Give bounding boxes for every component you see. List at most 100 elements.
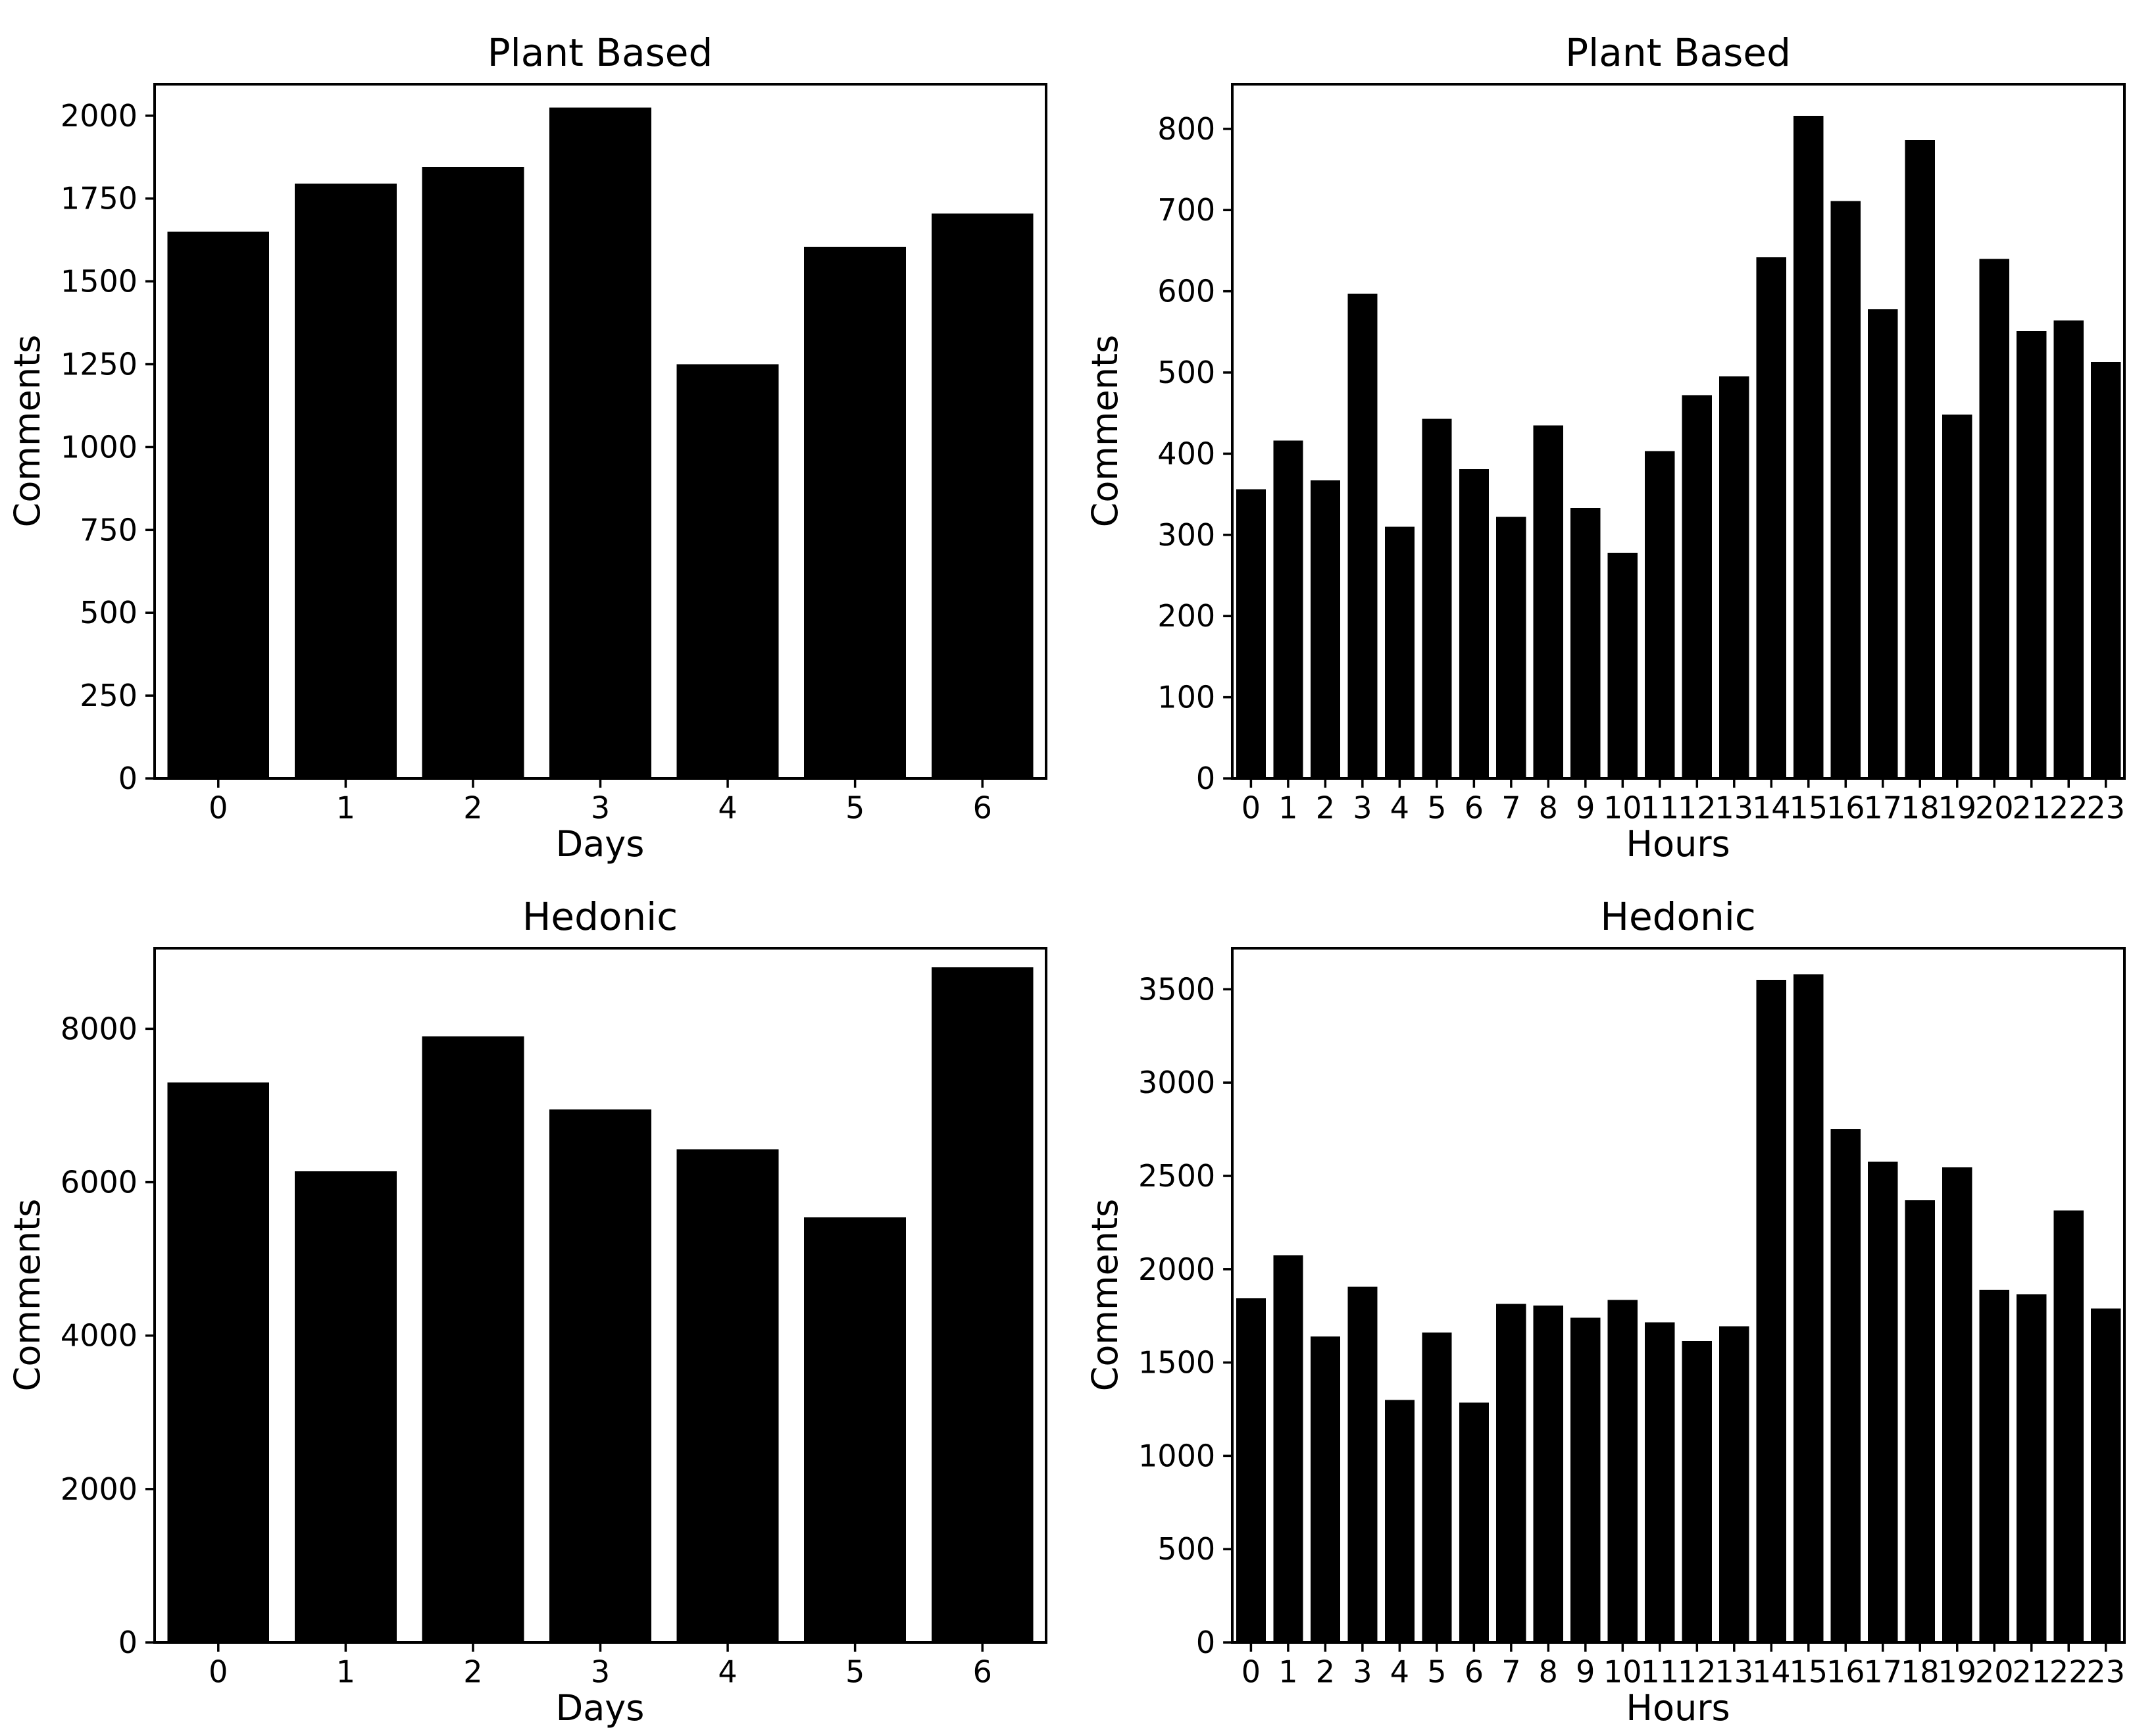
plot-area: 0 2000 4000 6000 8000 0 1 2 3 4 5 6	[61, 947, 1047, 1689]
y-tick-label: 700	[1157, 192, 1215, 228]
x-tick-label: 23	[2086, 1654, 2125, 1689]
y-tick-label: 0	[118, 1625, 138, 1660]
bar	[1905, 1200, 1935, 1642]
bar	[1830, 1129, 1861, 1642]
bar	[1533, 1306, 1563, 1642]
y-tick-label: 250	[80, 678, 138, 713]
bar	[2053, 1210, 2084, 1642]
x-tick-label: 14	[1752, 1654, 1791, 1689]
x-tick-label: 5	[845, 1654, 865, 1689]
bar	[422, 1036, 524, 1642]
y-tick-label: 500	[1157, 1531, 1215, 1567]
x-tick-label: 1	[336, 1654, 355, 1689]
y-tick-label: 3500	[1138, 971, 1215, 1007]
bar	[1793, 116, 1824, 778]
y-tick-label: 1750	[61, 181, 138, 216]
bar	[1236, 489, 1266, 778]
bar	[1310, 1336, 1340, 1642]
x-tick-label: 2	[463, 790, 482, 825]
y-tick-label: 600	[1157, 274, 1215, 309]
bar	[294, 184, 397, 778]
y-tick-label: 8000	[61, 1011, 138, 1046]
chart-canvas: Hedonic Comments Hours 0 500 1000 1500 2000 2…	[1084, 894, 2126, 1728]
bar	[1756, 257, 1786, 778]
x-tick-label: 7	[1501, 790, 1520, 825]
bar	[1347, 1286, 1378, 1642]
chart-hedonic-hours: Hedonic Comments Hours 0 500 1000 1500 2000 2…	[1078, 864, 2156, 1728]
x-axis-label: Hours	[1626, 1687, 1730, 1728]
x-tick-label: 5	[845, 790, 865, 825]
bar	[1682, 1340, 1712, 1642]
bar	[549, 107, 651, 778]
chart-title: Hedonic	[1600, 894, 1755, 939]
bar	[1236, 1298, 1266, 1642]
plot-border	[1231, 83, 2126, 780]
x-tick-label: 11	[1641, 790, 1680, 825]
x-tick-label: 0	[209, 790, 228, 825]
x-tick-label: 6	[1465, 1654, 1484, 1689]
x-tick-label: 16	[1826, 1654, 1865, 1689]
x-tick-label: 5	[1427, 790, 1446, 825]
bar	[676, 364, 779, 778]
x-tick-label: 11	[1641, 1654, 1680, 1689]
y-tick-label: 0	[118, 761, 138, 796]
x-tick-label: 10	[1603, 790, 1642, 825]
plot-area: 0 250 500 750 1000 1250 1500 1750 2000 0 1 2 3 4 5 6	[61, 83, 1047, 825]
bar	[1347, 293, 1378, 779]
x-tick-label: 14	[1752, 790, 1791, 825]
y-tick-label: 1500	[1138, 1345, 1215, 1381]
bar	[1942, 415, 1972, 778]
y-tick-label: 400	[1157, 436, 1215, 471]
y-tick-label: 2000	[1138, 1252, 1215, 1287]
x-tick-label: 4	[718, 790, 737, 825]
x-tick-label: 2	[1316, 790, 1335, 825]
bar	[1384, 1400, 1415, 1642]
y-tick-label: 2000	[61, 1471, 138, 1507]
y-tick-label: 1250	[61, 347, 138, 382]
x-tick-label: 15	[1789, 1654, 1828, 1689]
y-tick-label: 1000	[61, 429, 138, 465]
x-tick-label: 2	[463, 1654, 482, 1689]
x-tick-label: 7	[1501, 1654, 1520, 1689]
bar	[294, 1171, 397, 1642]
y-tick-label: 750	[80, 512, 138, 547]
chart-canvas: Plant Based Comments Days 02505007501000…	[7, 30, 1047, 864]
x-tick-label: 6	[973, 790, 992, 825]
bar	[1830, 201, 1861, 778]
bar	[1273, 1255, 1303, 1642]
bar	[1719, 376, 1749, 778]
bar	[422, 166, 524, 778]
chart-plant-based-hours: Plant Based Comments Hours 0 100 200 300 400…	[1078, 0, 2156, 864]
x-tick-label: 3	[591, 790, 610, 825]
x-tick-label: 6	[1465, 790, 1484, 825]
x-tick-label: 3	[1353, 790, 1372, 825]
x-tick-label: 4	[1390, 790, 1409, 825]
bar	[804, 246, 907, 778]
bar	[2053, 320, 2084, 778]
bar	[1979, 1289, 2009, 1642]
plot-border	[153, 947, 1047, 1644]
x-tick-label: 22	[2049, 1654, 2088, 1689]
y-tick-label: 500	[80, 595, 138, 630]
x-axis-label: Days	[556, 823, 645, 864]
x-tick-label: 16	[1826, 790, 1865, 825]
chart-plant-based-days: Plant Based Comments Days 0 250 500 750 1000…	[0, 0, 1078, 864]
x-tick-label: 15	[1789, 790, 1828, 825]
x-axis-label: Days	[556, 1687, 645, 1728]
chart-title: Hedonic	[522, 894, 678, 939]
bar	[1570, 508, 1601, 778]
plot-border	[153, 83, 1047, 780]
x-tick-label: 8	[1539, 790, 1558, 825]
bar	[804, 1217, 907, 1642]
x-tick-label: 9	[1576, 1654, 1595, 1689]
x-tick-label: 6	[973, 1654, 992, 1689]
x-tick-label: 18	[1901, 1654, 1940, 1689]
bar	[1793, 974, 1824, 1642]
x-tick-label: 9	[1576, 790, 1595, 825]
bar	[1645, 1322, 1675, 1642]
x-tick-label: 19	[1938, 1654, 1976, 1689]
bar	[1273, 440, 1303, 778]
x-tick-label: 19	[1938, 790, 1976, 825]
bar	[1310, 480, 1340, 778]
